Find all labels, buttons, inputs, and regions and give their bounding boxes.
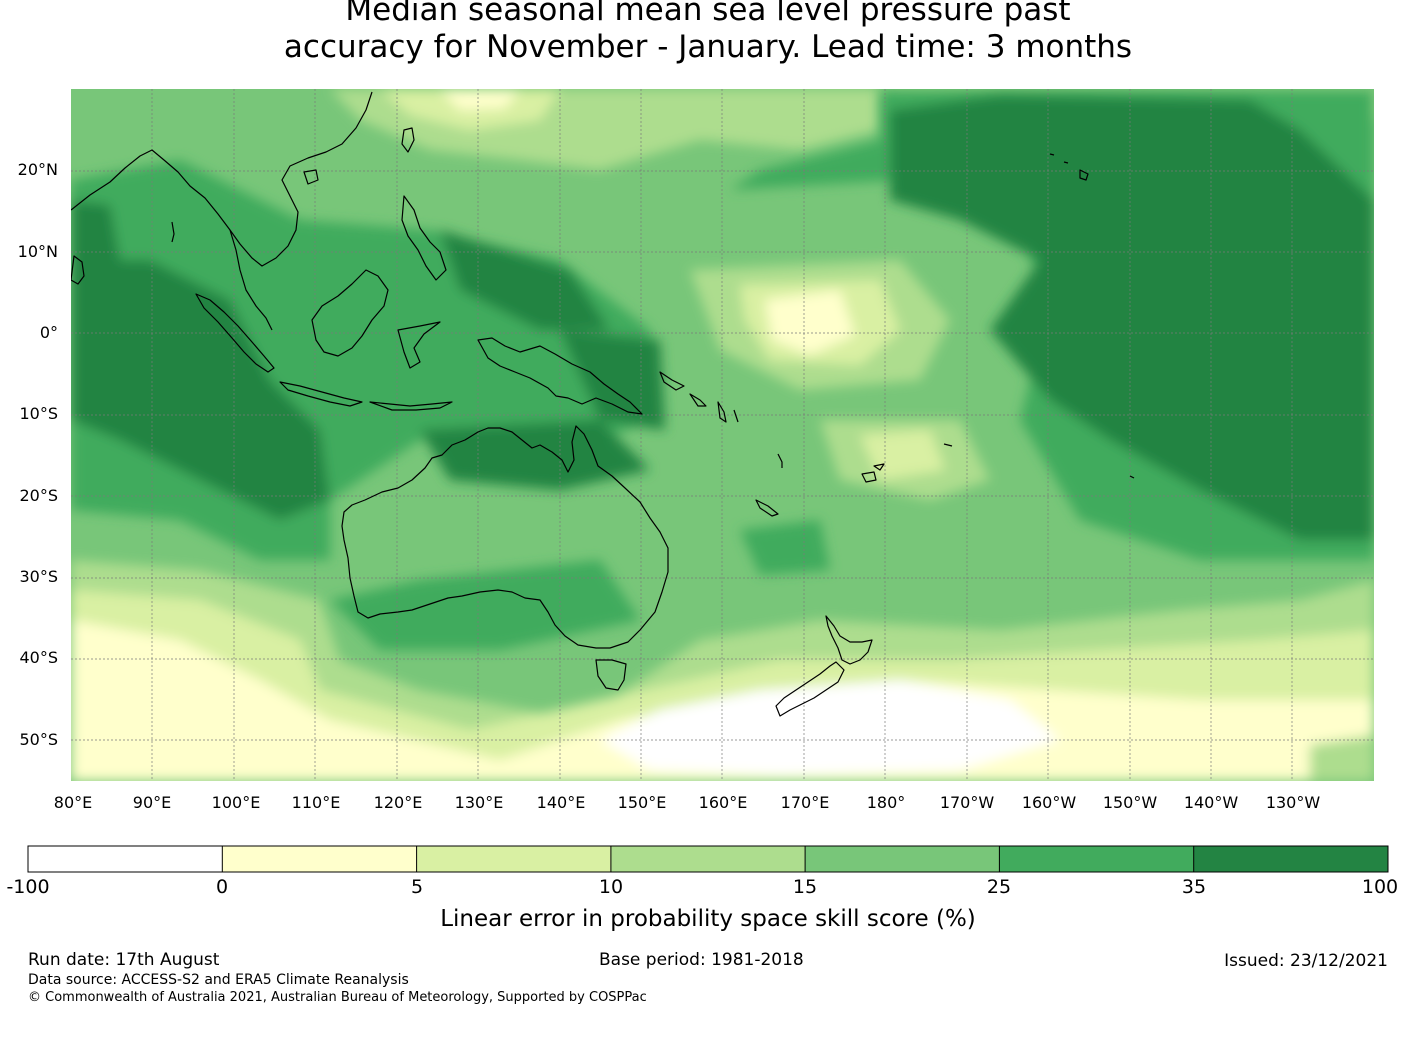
lon-label: 130°E: [454, 793, 504, 812]
lon-label: 100°E: [211, 793, 261, 812]
sri-lanka-coastline: [71, 255, 85, 285]
title-line-1: Median seasonal mean sea level pressure …: [345, 0, 1071, 28]
lat-label-10s: 10°S: [19, 404, 58, 423]
fiji-coastline: [861, 471, 877, 483]
new-caledonia-coastline: [755, 499, 779, 517]
new-guinea-coastline: [477, 337, 643, 415]
issued-date: Issued: 23/12/2021: [1224, 951, 1388, 971]
lon-label: 150°E: [617, 793, 667, 812]
base-period: Base period: 1981-2018: [599, 950, 804, 970]
lon-label: 150°W: [1102, 793, 1158, 812]
colorbar-segment: [416, 846, 611, 872]
copyright: © Commonwealth of Australia 2021, Austra…: [28, 990, 647, 1005]
lon-label: 140°W: [1183, 793, 1239, 812]
australia-coastline: [341, 425, 669, 649]
lat-label-10n: 10°N: [17, 242, 58, 261]
colorbar-segment: [1193, 846, 1388, 872]
lon-label: 130°W: [1265, 793, 1321, 812]
lat-label-0: 0°: [39, 323, 58, 342]
colorbar-label: Linear error in probability space skill …: [440, 906, 976, 932]
new-zealand-north-island: [825, 615, 873, 665]
colorbar-tick: 25: [986, 876, 1012, 898]
lon-label: 110°E: [291, 793, 341, 812]
colorbar-segment: [999, 846, 1194, 872]
tasmania-coastline: [595, 659, 627, 691]
java-coastline: [279, 381, 363, 407]
lon-label: 140°E: [536, 793, 586, 812]
lat-label-40s: 40°S: [19, 648, 58, 667]
lon-label: 180°: [866, 793, 906, 812]
colorbar-tick: -100: [6, 876, 50, 898]
sumatra-coastline: [195, 293, 275, 373]
colorbar-tick: 15: [792, 876, 818, 898]
colorbar-segment: [610, 846, 806, 872]
colorbar-tick: 5: [410, 876, 424, 898]
map-title: Median seasonal mean sea level pressure …: [0, 0, 1416, 66]
coastlines: [71, 91, 1135, 717]
lat-label-50s: 50°S: [19, 730, 58, 749]
lat-label-20n: 20°N: [17, 160, 58, 179]
lat-label-20s: 20°S: [19, 486, 58, 505]
southeast-asia-coastline: [71, 91, 373, 267]
colorbar-tick: 35: [1181, 876, 1207, 898]
colorbar-tick: 100: [1361, 876, 1399, 898]
colorbar-tick: 0: [215, 876, 229, 898]
data-source: Data source: ACCESS-S2 and ERA5 Climate …: [28, 972, 409, 988]
lon-label: 160°E: [698, 793, 748, 812]
run-date: Run date: 17th August: [28, 950, 220, 970]
graticule: [71, 89, 1374, 781]
skill-field: [71, 89, 1374, 781]
philippines-coastline: [401, 195, 447, 281]
borneo-coastline: [311, 269, 389, 357]
lon-label: 170°E: [780, 793, 830, 812]
sulawesi-coastline: [397, 321, 441, 369]
lon-label: 160°W: [1021, 793, 1077, 812]
lat-label-30s: 30°S: [19, 567, 58, 586]
lon-label: 170°W: [939, 793, 995, 812]
taiwan-coastline: [401, 127, 415, 153]
lon-label: 120°E: [373, 793, 423, 812]
colorbar: [27, 845, 1389, 873]
colorbar-segment: [805, 846, 1000, 872]
colorbar-segment: [28, 846, 223, 872]
hawaii-coastline: [1079, 169, 1089, 181]
lon-label: 80°E: [53, 793, 93, 812]
title-line-2: accuracy for November - January. Lead ti…: [283, 29, 1133, 65]
colorbar-tick: 10: [598, 876, 624, 898]
lon-label: 90°E: [132, 793, 172, 812]
colorbar-segment: [222, 846, 417, 872]
new-zealand-south-island: [775, 661, 845, 717]
